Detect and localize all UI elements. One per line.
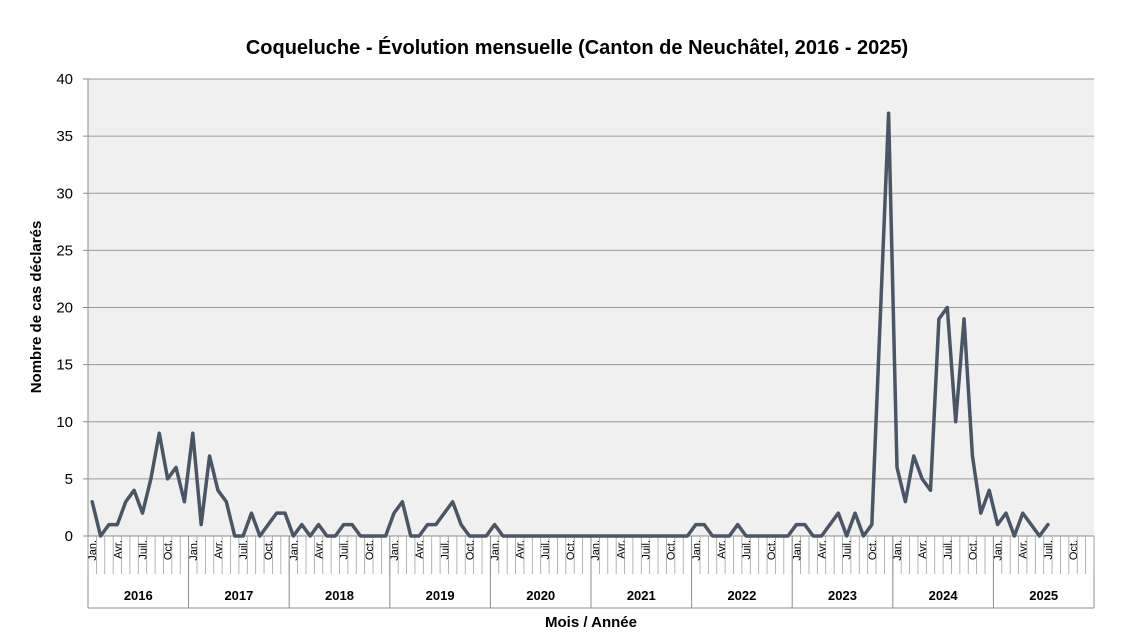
month-tick-label: Juil.	[741, 540, 753, 560]
month-tick-label: Juil.	[640, 540, 652, 560]
month-tick-label: Jan.	[590, 540, 602, 561]
month-tick-label: Oct.	[565, 540, 577, 560]
y-tick-label: 10	[56, 414, 73, 431]
month-tick-label: Jan.	[288, 540, 300, 561]
month-tick-label: Avr.	[314, 540, 326, 559]
month-tick-label: Juil.	[1043, 540, 1055, 560]
month-tick-label: Avr.	[817, 540, 829, 559]
month-tick-label: Avr.	[716, 540, 728, 559]
year-tick-label: 2023	[828, 588, 857, 603]
month-tick-label: Jan.	[87, 540, 99, 561]
month-tick-label: Jan.	[691, 540, 703, 561]
month-tick-label: Avr.	[515, 540, 527, 559]
month-tick-label: Oct.	[666, 540, 678, 560]
y-tick-label: 35	[56, 128, 73, 145]
y-tick-label: 0	[65, 528, 73, 545]
month-tick-label: Avr.	[1018, 540, 1030, 559]
series-line	[90, 111, 1050, 538]
month-tick-label: Oct.	[967, 540, 979, 560]
year-tick-label: 2021	[627, 588, 656, 603]
month-tick-label: Avr.	[615, 540, 627, 559]
year-tick-label: 2025	[1029, 588, 1058, 603]
month-tick-label: Oct.	[464, 540, 476, 560]
month-tick-label: Oct.	[364, 540, 376, 560]
month-tick-label: Oct.	[263, 540, 275, 560]
year-tick-label: 2018	[325, 588, 354, 603]
y-tick-label: 15	[56, 357, 73, 374]
x-axis-label: Mois / Année	[545, 614, 637, 631]
month-tick-label: Avr.	[112, 540, 124, 559]
month-tick-label: Juil.	[137, 540, 149, 560]
y-tick-label: 20	[56, 300, 73, 317]
month-tick-label: Jan.	[389, 540, 401, 561]
month-tick-label: Juil.	[540, 540, 552, 560]
month-tick-label: Jan.	[791, 540, 803, 561]
month-tick-label: Oct.	[867, 540, 879, 560]
y-tick-label: 25	[56, 242, 73, 259]
month-tick-label: Juil.	[439, 540, 451, 560]
y-tick-label: 5	[65, 471, 73, 488]
month-tick-label: Juil.	[842, 540, 854, 560]
year-tick-label: 2024	[929, 588, 959, 603]
month-tick-label: Jan.	[490, 540, 502, 561]
year-tick-label: 2022	[727, 588, 756, 603]
y-tick-label: 30	[56, 185, 73, 202]
y-axis-label: Nombre de cas déclarés	[28, 221, 45, 394]
month-tick-label: Avr.	[414, 540, 426, 559]
year-tick-label: 2020	[526, 588, 555, 603]
month-tick-label: Avr.	[917, 540, 929, 559]
chart-title: Coqueluche - Évolution mensuelle (Canton…	[246, 36, 908, 59]
month-tick-label: Juil.	[339, 540, 351, 560]
month-tick-label: Juil.	[238, 540, 250, 560]
month-tick-label: Oct.	[163, 540, 175, 560]
month-tick-label: Jan.	[993, 540, 1005, 561]
year-tick-label: 2016	[124, 588, 153, 603]
month-tick-label: Juil.	[942, 540, 954, 560]
month-tick-label: Oct.	[1068, 540, 1080, 560]
year-tick-label: 2017	[224, 588, 253, 603]
month-tick-label: Avr.	[213, 540, 225, 559]
month-tick-label: Jan.	[892, 540, 904, 561]
year-tick-label: 2019	[426, 588, 455, 603]
month-tick-label: Oct.	[766, 540, 778, 560]
month-tick-label: Jan.	[188, 540, 200, 561]
y-tick-label: 40	[56, 71, 73, 88]
